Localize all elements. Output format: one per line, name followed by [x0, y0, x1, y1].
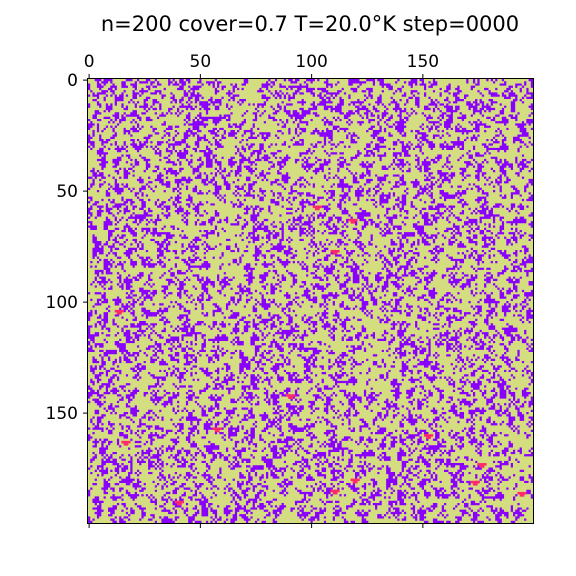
y-tick-label: 50 — [56, 182, 78, 202]
hot-spot — [121, 440, 131, 446]
hot-spot — [114, 309, 124, 315]
hot-spot — [212, 427, 222, 433]
hot-spot — [312, 205, 322, 211]
hot-spot — [423, 434, 434, 439]
heatmap-cells — [88, 79, 534, 523]
hot-spot — [330, 489, 340, 495]
hot-spot — [350, 478, 360, 484]
hot-spot — [174, 500, 184, 506]
y-tick-label: 150 — [46, 404, 78, 424]
y-axis: 0 50 100 150 — [46, 71, 88, 424]
x-axis: 0 50 100 150 — [84, 52, 439, 528]
x-tick-label: 0 — [84, 52, 95, 72]
hot-spot — [330, 249, 340, 255]
hot-spot — [286, 394, 296, 399]
hot-spot — [517, 491, 527, 497]
plot-frame — [87, 78, 534, 524]
hot-spot — [348, 218, 358, 224]
hot-spot — [470, 480, 480, 486]
y-tick-label: 100 — [46, 293, 78, 313]
x-tick-label: 50 — [190, 52, 212, 72]
x-tick-label: 100 — [295, 52, 327, 72]
x-tick-label: 150 — [407, 52, 439, 72]
chart-title: n=200 cover=0.7 T=20.0°K step=0000 — [100, 12, 520, 36]
y-tick-label: 0 — [67, 71, 78, 91]
hot-spot — [477, 463, 487, 468]
cluster-cells — [88, 79, 534, 523]
